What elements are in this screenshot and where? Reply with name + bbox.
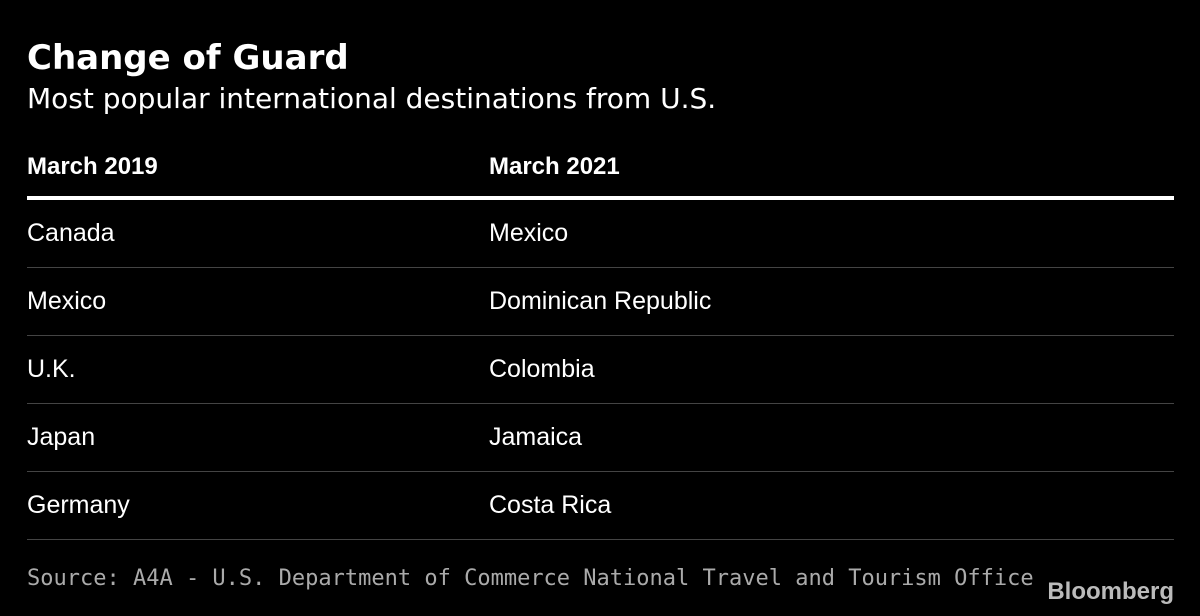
cell: Japan xyxy=(27,403,489,472)
cell: Dominican Republic xyxy=(489,267,1174,336)
source: Source: A4A - U.S. Department of Commerc… xyxy=(27,566,1034,591)
header-row: March 2019 March 2021 xyxy=(27,138,1174,200)
cell: U.K. xyxy=(27,335,489,404)
cell: Germany xyxy=(27,471,489,540)
brand: Bloomberg xyxy=(1047,578,1174,605)
cell: Colombia xyxy=(489,335,1174,404)
cell: Mexico xyxy=(489,198,1174,268)
cell: Costa Rica xyxy=(489,471,1174,540)
row: Germany Costa Rica xyxy=(27,471,1174,540)
row: Japan Jamaica xyxy=(27,403,1174,472)
column-header: March 2021 xyxy=(489,138,1174,200)
title: Change of Guard xyxy=(27,38,349,78)
cell: Canada xyxy=(27,198,489,268)
column-header: March 2019 xyxy=(27,138,489,200)
cell: Mexico xyxy=(27,267,489,336)
row: Canada Mexico xyxy=(27,198,1174,268)
subtitle: Most popular international destinations … xyxy=(27,82,717,115)
row: Mexico Dominican Republic xyxy=(27,267,1174,336)
row: U.K. Colombia xyxy=(27,335,1174,404)
cell: Jamaica xyxy=(489,403,1174,472)
table: March 2019 March 2021 Canada Mexico Mexico D… xyxy=(27,138,1174,540)
